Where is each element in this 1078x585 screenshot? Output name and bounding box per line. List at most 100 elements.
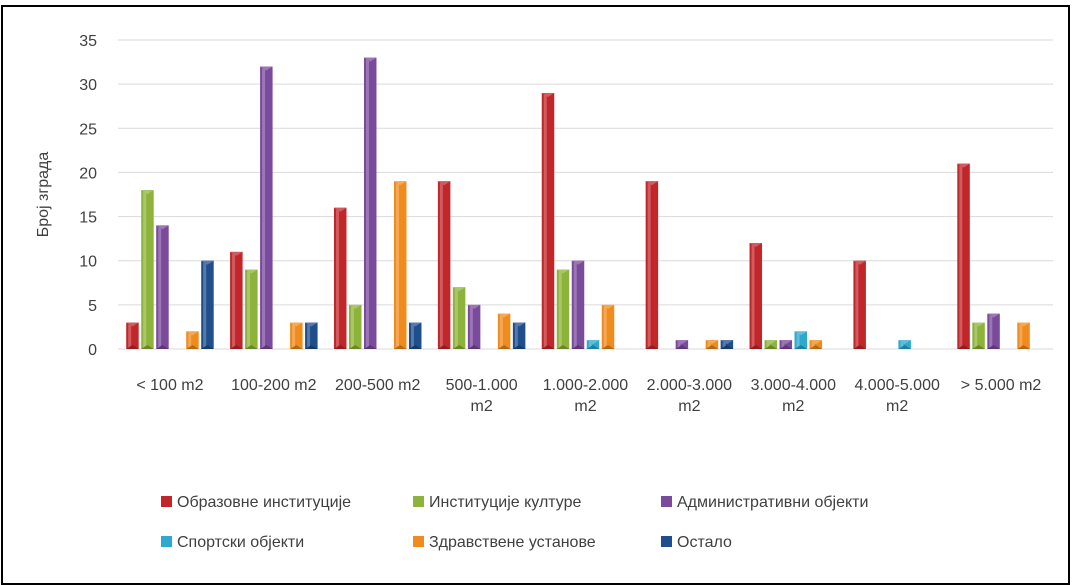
bar-top [186,331,199,336]
bar-top [230,251,243,256]
bar-top [957,163,970,168]
bar-bottom [957,345,970,349]
y-tick-label: 15 [79,210,97,227]
bar-bottom [333,345,347,349]
bar [972,322,985,349]
bar-highlight [766,342,770,349]
bar-bottom [720,345,734,349]
bar-bottom [675,345,689,349]
bar-bottom [779,345,793,349]
bar-highlight [974,324,978,349]
bar-face [348,304,362,349]
bar-bottom [497,345,511,349]
bar-bottom [245,345,258,349]
bar-top [141,190,154,195]
legend-label: Образовне институције [177,494,351,511]
bar-face [987,313,1000,349]
bar-face [541,92,555,349]
bar-bottom [452,345,466,349]
bar [705,340,719,349]
bar [1017,322,1030,349]
bar-highlight [262,68,266,349]
bar-bottom [437,345,451,349]
legend-item: Образовне институције [161,494,351,511]
bar-highlight [335,209,339,349]
bar-bottom [230,345,243,349]
bar [408,322,422,349]
legend-swatch [661,536,672,547]
bar [497,313,511,349]
bar [586,340,600,349]
bar [290,322,303,349]
x-category-label: 3.000-4.000 m2 [751,377,837,415]
bar-bottom [556,345,570,349]
bar [512,322,526,349]
bar-highlight [158,227,162,349]
bar-face [156,225,169,349]
bar [305,322,318,349]
bars [126,57,1030,350]
bar-face [393,181,407,349]
bar-highlight [900,342,904,349]
bar-bottom [260,345,273,349]
bar-top [809,340,823,345]
bar-highlight [796,333,800,349]
bar [987,313,1000,349]
bar-highlight [514,324,518,349]
bar-highlight [1019,324,1023,349]
bar-bottom [305,345,318,349]
legend-swatch [413,496,424,507]
bar-face [467,304,481,349]
bar-face [749,243,763,349]
y-tick-label: 5 [88,298,97,315]
y-tick-label: 0 [88,342,97,359]
bar-top [556,269,570,274]
bar [541,92,555,349]
bar-face [452,287,466,349]
bar-bottom [141,345,154,349]
bar-bottom [186,345,199,349]
bar-face [586,340,600,349]
bar-face [645,181,659,349]
bar [556,269,570,349]
bar-highlight [647,183,651,349]
bar-bottom [290,345,303,349]
bar [393,181,407,349]
bar-highlight [573,262,577,349]
bar-bottom [764,345,778,349]
bar-top [853,260,866,265]
bar-highlight [707,342,711,349]
bar-highlight [395,183,399,349]
y-tick-label: 20 [79,165,97,182]
bar-face [675,340,689,349]
y-tick-label: 10 [79,254,97,271]
bar-top [290,322,303,327]
x-category-label: 100-200 m2 [231,377,316,394]
bar [260,66,273,349]
bar-top [305,322,318,327]
bar-highlight [469,306,473,349]
y-axis-ticks: 0 5 10 15 20 25 30 35 [79,33,97,359]
bar [467,304,481,349]
bar-highlight [307,324,311,349]
bar-top [452,287,466,292]
bar-bottom [972,345,985,349]
legend-swatch [661,496,672,507]
bar-face [437,181,451,349]
bar-bottom [794,345,808,349]
x-category-label: 500-1.000 m2 [446,377,518,415]
y-tick-label: 25 [79,121,97,138]
bar [675,340,689,349]
bar-top [571,260,585,265]
legend-label: Институције културе [429,494,582,511]
bar-highlight [439,183,443,349]
x-category-label: 4.000-5.000 m2 [854,377,940,415]
bar-top [601,304,615,309]
bar-top [764,340,778,345]
bar-highlight [410,324,414,349]
bar [645,181,659,349]
legend-item: Здравствене установе [413,534,596,551]
bar-face [957,163,970,349]
bar [245,269,258,349]
bar-bottom [541,345,555,349]
